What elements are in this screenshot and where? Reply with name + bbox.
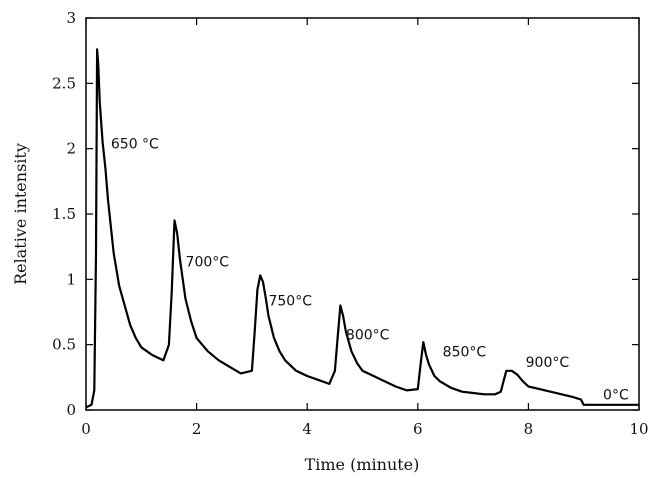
y-tick-label: 3 xyxy=(66,9,76,27)
peak-label: 800°C xyxy=(346,327,390,343)
peak-label: 900°C xyxy=(526,355,570,371)
peak-label: 700°C xyxy=(186,254,230,270)
y-tick-label: 0.5 xyxy=(52,336,76,354)
y-tick-label: 1 xyxy=(66,270,76,288)
y-tick-label: 2.5 xyxy=(52,74,76,92)
y-axis-title: Relative intensity xyxy=(11,143,30,285)
y-tick-label: 2 xyxy=(66,140,76,158)
x-tick-label: 4 xyxy=(302,420,312,438)
peak-annotations: 650 °C 700°C 750°C 800°C 850°C 900°C 0°C xyxy=(111,137,629,404)
x-tick-label: 0 xyxy=(81,420,91,438)
y-tick-label: 1.5 xyxy=(52,205,76,223)
peak-label: 650 °C xyxy=(111,137,159,153)
plot-frame xyxy=(85,17,640,411)
peak-label: 850°C xyxy=(443,344,487,360)
x-tick-label: 10 xyxy=(629,420,648,438)
y-tick-label: 0 xyxy=(66,401,76,419)
series-line xyxy=(85,48,639,409)
peak-label: 750°C xyxy=(268,293,312,309)
peak-label: 0°C xyxy=(603,388,629,404)
x-tick-label: 6 xyxy=(413,420,423,438)
axis-ticks xyxy=(85,17,640,411)
x-tick-label: 8 xyxy=(524,420,534,438)
x-axis-title: Time (minute) xyxy=(305,455,420,474)
x-tick-label: 2 xyxy=(192,420,202,438)
axis-tick-labels: 0 2 4 6 8 10 0 0.5 1 1.5 2 2.5 3 xyxy=(52,9,648,438)
